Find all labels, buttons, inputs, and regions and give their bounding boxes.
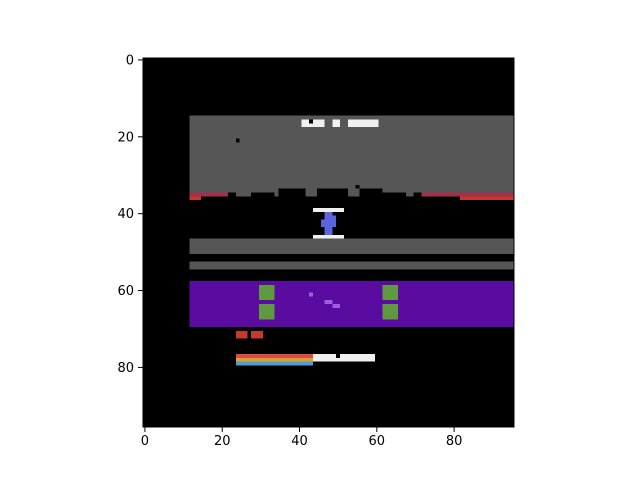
y-tick-label: 0	[126, 53, 134, 68]
black-notch	[228, 192, 236, 197]
x-tick-label: 80	[446, 434, 463, 449]
y-axis: 0 20 40 60 80	[117, 53, 143, 376]
white-strip	[313, 353, 375, 362]
red-marker	[251, 330, 263, 339]
player-body	[320, 219, 337, 228]
rainbow-stripe	[235, 357, 314, 362]
ledge-left	[189, 192, 229, 197]
lavender-creature	[332, 304, 341, 308]
black-notch	[336, 353, 341, 358]
x-axis: 0 20 40 60 80	[141, 427, 463, 449]
score-block	[301, 119, 325, 128]
ledge-right	[459, 196, 514, 201]
black-notch	[316, 361, 321, 366]
score-block	[332, 119, 341, 128]
green-block	[258, 304, 275, 320]
player-body	[332, 215, 337, 224]
y-tick-label: 80	[117, 361, 134, 376]
green-block	[382, 304, 399, 320]
y-tick-label: 40	[117, 207, 134, 222]
green-block	[258, 284, 275, 301]
black-notch	[382, 192, 406, 197]
sprite-layer	[189, 115, 515, 366]
x-tick-label: 0	[141, 434, 149, 449]
lavender-speck	[309, 292, 314, 297]
black-notch	[278, 188, 306, 197]
rainbow-stripe	[235, 353, 314, 358]
y-tick-label: 60	[117, 284, 134, 299]
black-notch	[359, 188, 383, 197]
ledge-left	[189, 196, 201, 201]
game-frame-plot	[143, 58, 515, 427]
y-tick-label: 20	[117, 130, 134, 145]
thin-rock-band	[189, 261, 515, 270]
x-tick-label: 20	[214, 434, 231, 449]
player-bar-bottom	[313, 234, 344, 239]
black-notch	[413, 192, 422, 197]
black-notch	[309, 119, 314, 124]
rainbow-stripe	[235, 361, 314, 366]
purple-river	[189, 280, 515, 328]
black-notch	[316, 188, 348, 197]
lavender-creature	[324, 300, 333, 304]
axes-frame	[142, 57, 515, 428]
player-bar-top	[313, 207, 344, 212]
x-tick-label: 60	[369, 434, 386, 449]
mid-rock-band	[189, 238, 515, 255]
ledge-right	[421, 192, 514, 197]
green-block	[382, 284, 399, 301]
score-block	[347, 119, 379, 128]
black-notch	[343, 361, 348, 366]
black-notch	[235, 138, 240, 143]
red-marker	[235, 330, 248, 339]
x-tick-label: 40	[291, 434, 308, 449]
black-notch	[251, 192, 275, 197]
black-notch	[355, 184, 360, 189]
upper-rock-band	[189, 115, 515, 197]
